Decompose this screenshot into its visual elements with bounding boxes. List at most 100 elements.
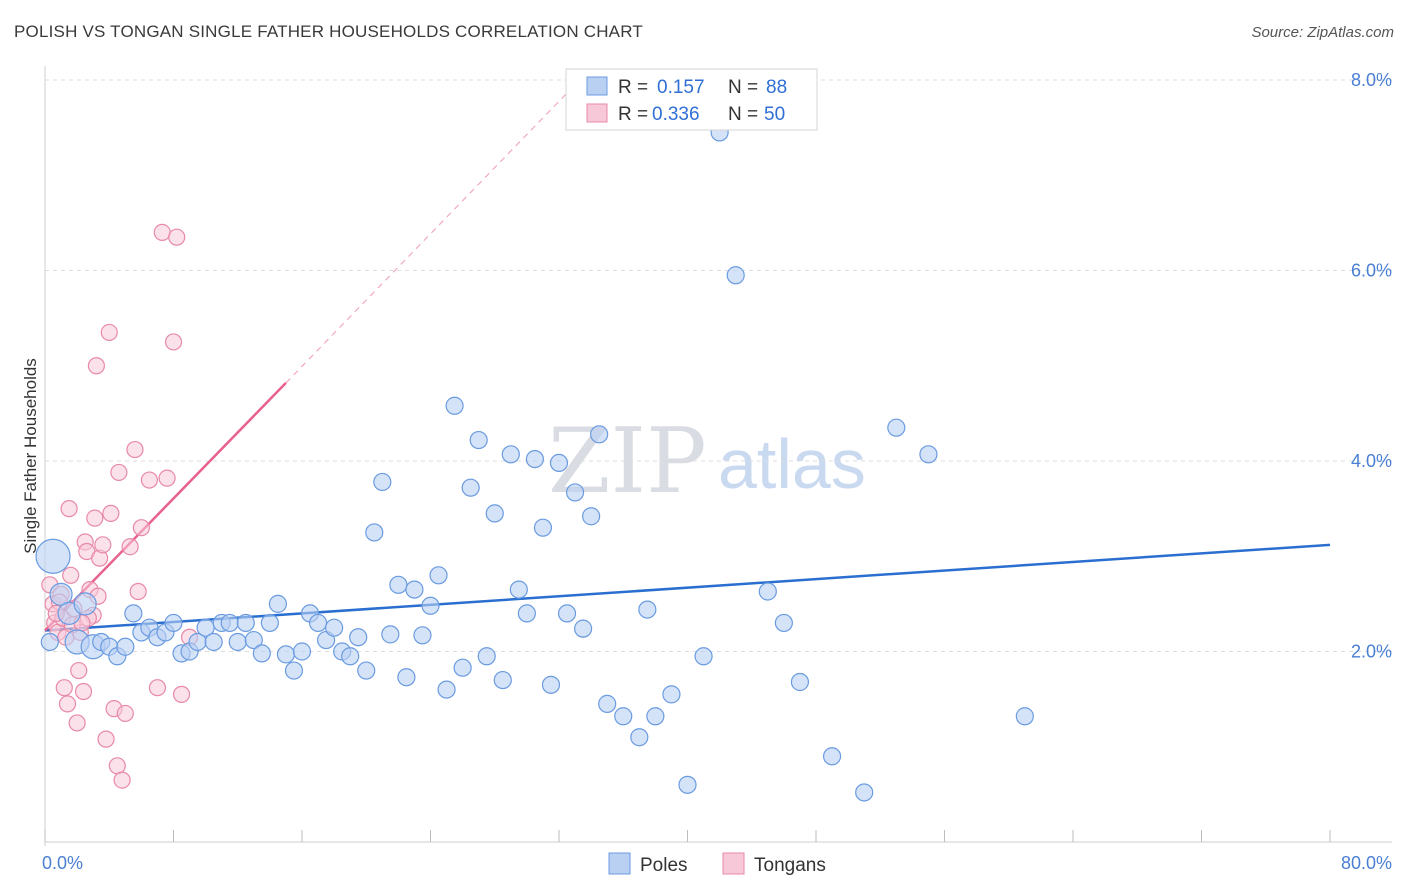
legend-tongans-r-label: R = [618, 104, 648, 125]
poles-point [549, 453, 569, 473]
poles-point [381, 625, 400, 644]
poles-point [429, 566, 448, 585]
poles-point [919, 445, 938, 464]
tongans-point [70, 661, 88, 680]
tongans-point [62, 566, 80, 584]
poles-point [646, 707, 665, 726]
poles-point [517, 604, 536, 623]
tongans-point [126, 440, 144, 459]
legend-tongans-swatch [586, 103, 608, 123]
poles-point [268, 594, 288, 613]
tongans-point [100, 323, 118, 342]
poles-point [365, 523, 384, 542]
tongans-point [153, 223, 171, 241]
poles-point [35, 538, 71, 574]
tongans-point [158, 469, 176, 487]
poles-point [485, 504, 504, 523]
y-tick-label: 2.0% [1351, 642, 1392, 662]
poles-point [614, 707, 633, 726]
tongans-point [148, 679, 167, 697]
tongans-point [113, 771, 131, 789]
poles-point [774, 613, 793, 633]
tongans-point [116, 704, 134, 723]
tongans-point [172, 685, 191, 703]
watermark-atlas: atlas [718, 425, 866, 503]
tongans-point [129, 582, 147, 601]
tongans-point [94, 536, 112, 554]
poles-point [477, 647, 496, 666]
y-axis-label: Single Father Households [21, 358, 40, 554]
poles-point [252, 644, 271, 663]
tongans-trend-extension [285, 84, 576, 384]
tongans-point [164, 333, 183, 351]
poles-point [124, 604, 143, 623]
poles-point [292, 642, 312, 661]
y-tick-label: 6.0% [1351, 261, 1392, 281]
poles-trend-line [44, 543, 1331, 632]
poles-point [565, 483, 585, 502]
poles-point [397, 668, 416, 687]
poles-point [437, 680, 456, 699]
poles-point [40, 632, 59, 652]
poles-point [694, 647, 713, 666]
axes [44, 66, 1392, 846]
tongans-point [102, 504, 120, 522]
poles-point [678, 775, 697, 794]
poles-point [1015, 707, 1034, 726]
poles-point [349, 628, 368, 647]
poles-point [276, 645, 296, 664]
poles-point [662, 685, 681, 704]
chart-title: POLISH VS TONGAN SINGLE FATHER HOUSEHOLD… [14, 22, 643, 41]
poles-point [590, 425, 609, 444]
poles-point [204, 632, 223, 652]
bottom-legend-poles-label: Poles [640, 855, 688, 876]
tongans-point [87, 357, 106, 375]
legend-tongans-r-value: 0.336 [652, 104, 700, 125]
legend-poles-r-label: R = [618, 77, 648, 98]
tongans-point [58, 695, 77, 713]
source-label: Source: ZipAtlas.com [1251, 24, 1394, 41]
tongans-point [74, 682, 93, 701]
poles-point [284, 661, 304, 680]
poles-point [790, 672, 810, 692]
poles-point [405, 580, 424, 599]
poles-point [758, 582, 777, 601]
tongans-point [68, 714, 86, 732]
poles-point [260, 613, 279, 633]
legend-box [565, 68, 818, 131]
poles-point [557, 604, 577, 623]
poles-point [413, 626, 432, 645]
poles-point [244, 630, 263, 650]
poles-point [533, 518, 553, 537]
tick-labels: 2.0% 4.0% 6.0% 8.0% 0.0% 80.0% [42, 70, 1392, 873]
gridlines [45, 79, 1392, 652]
poles-point [501, 445, 520, 464]
bottom-legend-tongans-label: Tongans [754, 855, 826, 876]
poles-point [887, 418, 906, 437]
poles-point [325, 618, 344, 637]
poles-point [220, 613, 239, 633]
poles-point [421, 596, 440, 615]
tongans-point [55, 679, 73, 697]
poles-point [461, 478, 480, 497]
poles-point [341, 647, 360, 666]
poles-point [308, 613, 328, 633]
legend-tongans-n-label: N = [728, 104, 758, 125]
poles-point [357, 661, 376, 680]
tongans-point [97, 730, 115, 748]
legend-tongans-n-value: 50 [764, 104, 785, 125]
poles-point [541, 675, 561, 694]
tongans-point [108, 757, 126, 775]
legend-poles-n-value: 88 [766, 77, 787, 98]
bottom-legend: Poles Tongans [608, 852, 826, 876]
legend-poles-r-value: 0.157 [657, 77, 705, 98]
legend-poles-swatch [586, 76, 608, 96]
bottom-legend-tongans-swatch [722, 852, 745, 875]
poles-point [582, 507, 601, 526]
poles-point [493, 670, 512, 690]
poles-point [855, 783, 874, 802]
y-tick-label: 8.0% [1351, 70, 1392, 90]
poles-point [164, 613, 183, 633]
tongans-point [86, 509, 104, 527]
